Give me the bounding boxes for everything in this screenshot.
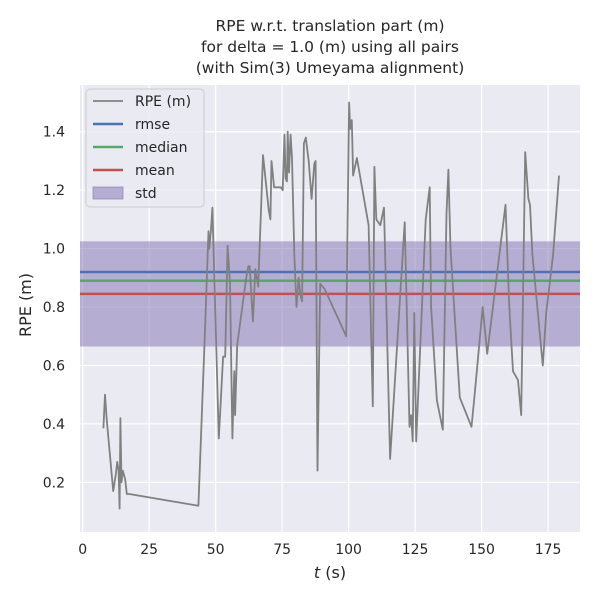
y-tick-label: 0.8 bbox=[43, 300, 65, 316]
x-tick-labels: 0 25 50 75 100 125 150 175 bbox=[78, 542, 561, 558]
x-tick-label: 0 bbox=[78, 542, 87, 558]
x-tick-label: 50 bbox=[207, 542, 225, 558]
legend-label: rmse bbox=[135, 117, 170, 133]
y-tick-label: 0.2 bbox=[43, 475, 65, 491]
y-axis-label: RPE (m) bbox=[16, 273, 35, 337]
y-tick-label: 1.2 bbox=[43, 183, 65, 199]
x-axis-label-unit: (s) bbox=[320, 563, 346, 582]
x-tick-label: 75 bbox=[273, 542, 291, 558]
x-tick-label: 125 bbox=[402, 542, 429, 558]
x-tick-label: 100 bbox=[335, 542, 362, 558]
title-line-1: RPE w.r.t. translation part (m) bbox=[215, 17, 444, 35]
x-tick-label: 175 bbox=[535, 542, 562, 558]
legend-items: RPE (m) rmse median mean std bbox=[92, 94, 191, 202]
y-tick-label: 1.4 bbox=[43, 125, 65, 141]
legend-label: RPE (m) bbox=[135, 94, 191, 110]
title-line-2: for delta = 1.0 (m) using all pairs bbox=[201, 38, 459, 56]
legend-label: median bbox=[135, 140, 187, 156]
y-tick-labels: 0.2 0.4 0.6 0.8 1.0 1.2 1.4 bbox=[43, 125, 65, 492]
y-tick-label: 0.4 bbox=[43, 417, 65, 433]
legend: RPE (m) rmse median mean std bbox=[85, 88, 205, 208]
y-tick-label: 0.6 bbox=[43, 358, 65, 374]
x-axis-label-var: t bbox=[314, 563, 321, 582]
title-line-3: (with Sim(3) Umeyama alignment) bbox=[196, 59, 465, 77]
chart-title: RPE w.r.t. translation part (m) for delt… bbox=[196, 17, 465, 77]
legend-label: mean bbox=[135, 163, 175, 179]
y-tick-label: 1.0 bbox=[43, 242, 65, 258]
rpe-series-line bbox=[102, 101, 560, 510]
legend-frame bbox=[85, 88, 205, 208]
x-axis-label: t (s) bbox=[314, 563, 346, 582]
x-tick-label: 150 bbox=[468, 542, 495, 558]
legend-label: std bbox=[135, 186, 157, 202]
series-layer bbox=[102, 101, 560, 510]
legend-swatch-std bbox=[92, 186, 124, 200]
x-tick-label: 25 bbox=[140, 542, 158, 558]
